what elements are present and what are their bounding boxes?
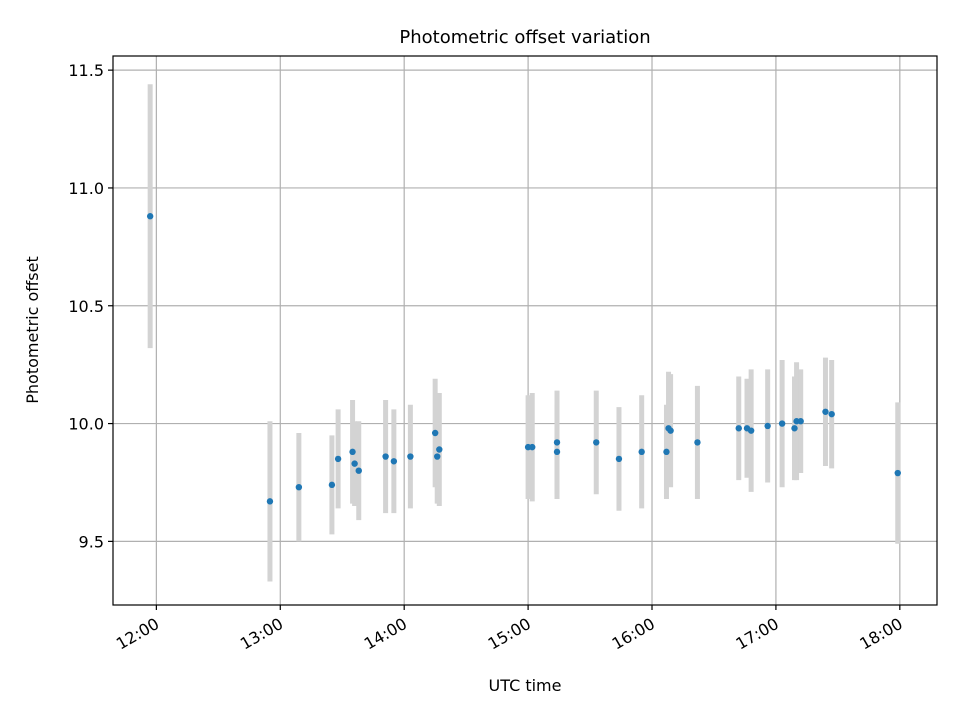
data-point <box>431 429 439 437</box>
x-axis-label: UTC time <box>489 676 562 695</box>
data-point <box>553 448 561 456</box>
data-point <box>390 458 398 465</box>
data-point <box>593 439 600 446</box>
data-point <box>328 481 336 489</box>
y-axis-label: Photometric offset <box>23 256 42 404</box>
y-tick-label: 10.5 <box>68 297 104 316</box>
data-point <box>382 453 389 460</box>
data-point <box>894 469 901 477</box>
data-point <box>778 420 786 427</box>
data-point <box>638 448 645 456</box>
data-point <box>797 418 804 425</box>
data-point <box>747 427 755 434</box>
error-bars <box>147 84 901 582</box>
data-point <box>436 446 443 453</box>
x-tick-label: 17:00 <box>732 614 781 654</box>
data-point <box>791 425 798 432</box>
x-tick-label: 13:00 <box>237 614 286 654</box>
x-tick-label: 15:00 <box>485 614 534 654</box>
data-point <box>663 448 670 456</box>
y-axis-ticks: 9.5 10.0 10.5 11.0 11.5 <box>68 61 113 551</box>
grid <box>113 56 937 605</box>
data-point <box>822 408 829 415</box>
y-tick-label: 9.5 <box>79 532 104 551</box>
data-point <box>407 453 414 460</box>
x-tick-label: 12:00 <box>113 614 162 654</box>
x-axis-ticks: 12:00 13:00 14:00 15:00 16:00 17:00 18:00 <box>113 605 906 654</box>
data-point <box>266 498 274 505</box>
data-point <box>434 453 441 460</box>
x-tick-label: 14:00 <box>361 614 410 654</box>
chart-title: Photometric offset variation <box>399 27 650 48</box>
data-point <box>615 455 623 463</box>
data-point <box>764 422 771 430</box>
data-point <box>351 460 358 467</box>
data-point <box>529 443 536 451</box>
data-point <box>553 439 561 446</box>
data-point <box>355 467 362 474</box>
data-point <box>146 213 154 220</box>
data-point <box>694 439 701 446</box>
data-points <box>146 213 901 505</box>
data-point <box>735 425 742 432</box>
y-tick-label: 11.5 <box>68 61 104 80</box>
data-point <box>349 448 356 456</box>
x-tick-label: 16:00 <box>609 614 658 654</box>
data-point <box>667 427 674 434</box>
x-tick-label: 18:00 <box>856 614 905 654</box>
data-point <box>334 455 342 463</box>
data-point <box>828 410 835 418</box>
y-tick-label: 11.0 <box>68 179 104 198</box>
y-tick-label: 10.0 <box>68 415 104 434</box>
plot-frame <box>112 55 938 606</box>
data-point <box>295 483 303 491</box>
